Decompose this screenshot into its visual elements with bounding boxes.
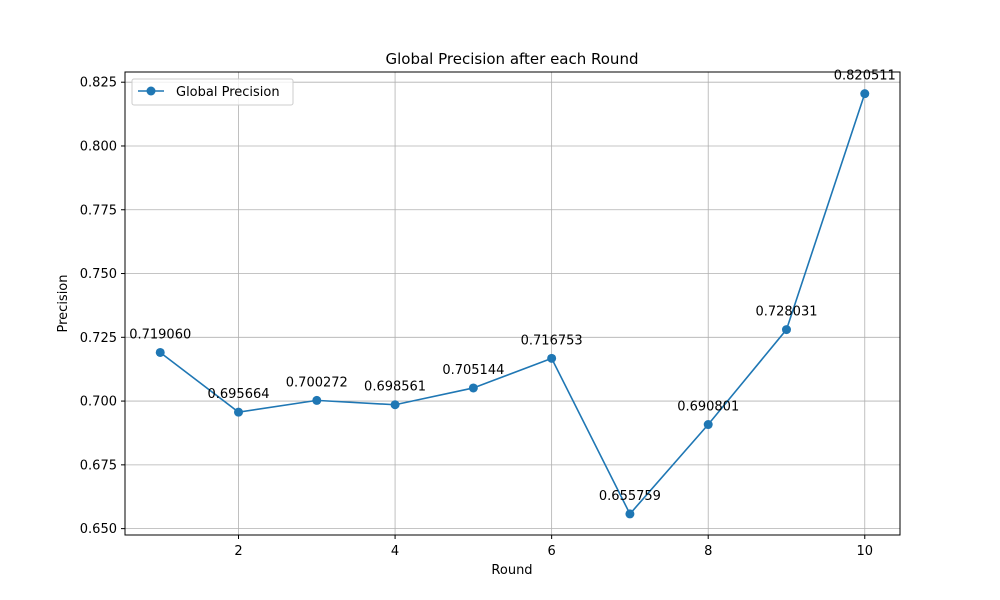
data-label: 0.728031 <box>755 305 817 320</box>
legend-box <box>131 78 294 106</box>
x-axis-label: Round <box>491 563 532 578</box>
data-point <box>547 353 557 363</box>
x-tick-label: 8 <box>704 544 712 559</box>
y-tick-label: 0.700 <box>80 395 117 410</box>
series-line <box>159 93 866 516</box>
data-label: 0.716753 <box>521 333 583 348</box>
legend: Global Precision <box>131 78 294 106</box>
data-point <box>703 420 713 430</box>
data-label: 0.695664 <box>207 387 269 402</box>
y-tick-label: 0.725 <box>80 331 117 346</box>
y-tick-label: 0.750 <box>80 267 117 282</box>
data-point <box>625 509 635 519</box>
data-label: 0.719060 <box>129 327 191 342</box>
y-tick-label: 0.675 <box>80 458 117 473</box>
y-tick-label: 0.650 <box>80 522 117 537</box>
data-point <box>312 395 322 405</box>
data-labels: 0.719060 0.695664 0.700272 0.698561 0.705144… <box>129 69 896 504</box>
x-tick-label: 10 <box>856 544 873 559</box>
data-point <box>234 407 244 417</box>
legend-label: Global Precision <box>176 85 280 100</box>
legend-point-marker <box>146 86 156 96</box>
data-label: 0.698561 <box>364 380 426 395</box>
x-tick-label: 4 <box>391 544 399 559</box>
data-point <box>781 325 791 335</box>
data-point <box>468 383 478 393</box>
data-label: 0.690801 <box>677 400 739 415</box>
series-group <box>155 89 870 519</box>
x-tick-label: 6 <box>548 544 556 559</box>
y-tick-label: 0.800 <box>80 139 117 154</box>
data-point <box>390 400 400 410</box>
data-label: 0.655759 <box>599 489 661 504</box>
data-label: 0.705144 <box>442 363 504 378</box>
data-label: 0.700272 <box>286 375 348 390</box>
x-axis: 2 4 6 8 10 <box>234 535 873 559</box>
chart-title: Global Precision after each Round <box>386 50 639 68</box>
data-point <box>860 89 870 99</box>
x-tick-label: 2 <box>234 544 242 559</box>
y-axis-label: Precision <box>56 274 71 332</box>
data-point <box>155 347 165 357</box>
y-tick-label: 0.825 <box>80 76 117 91</box>
plot-frame <box>124 71 901 536</box>
y-axis: 0.650 0.675 0.700 0.725 0.750 0.775 0.800 0.825 <box>80 76 125 537</box>
data-label: 0.820511 <box>834 69 896 84</box>
y-tick-label: 0.775 <box>80 203 117 218</box>
